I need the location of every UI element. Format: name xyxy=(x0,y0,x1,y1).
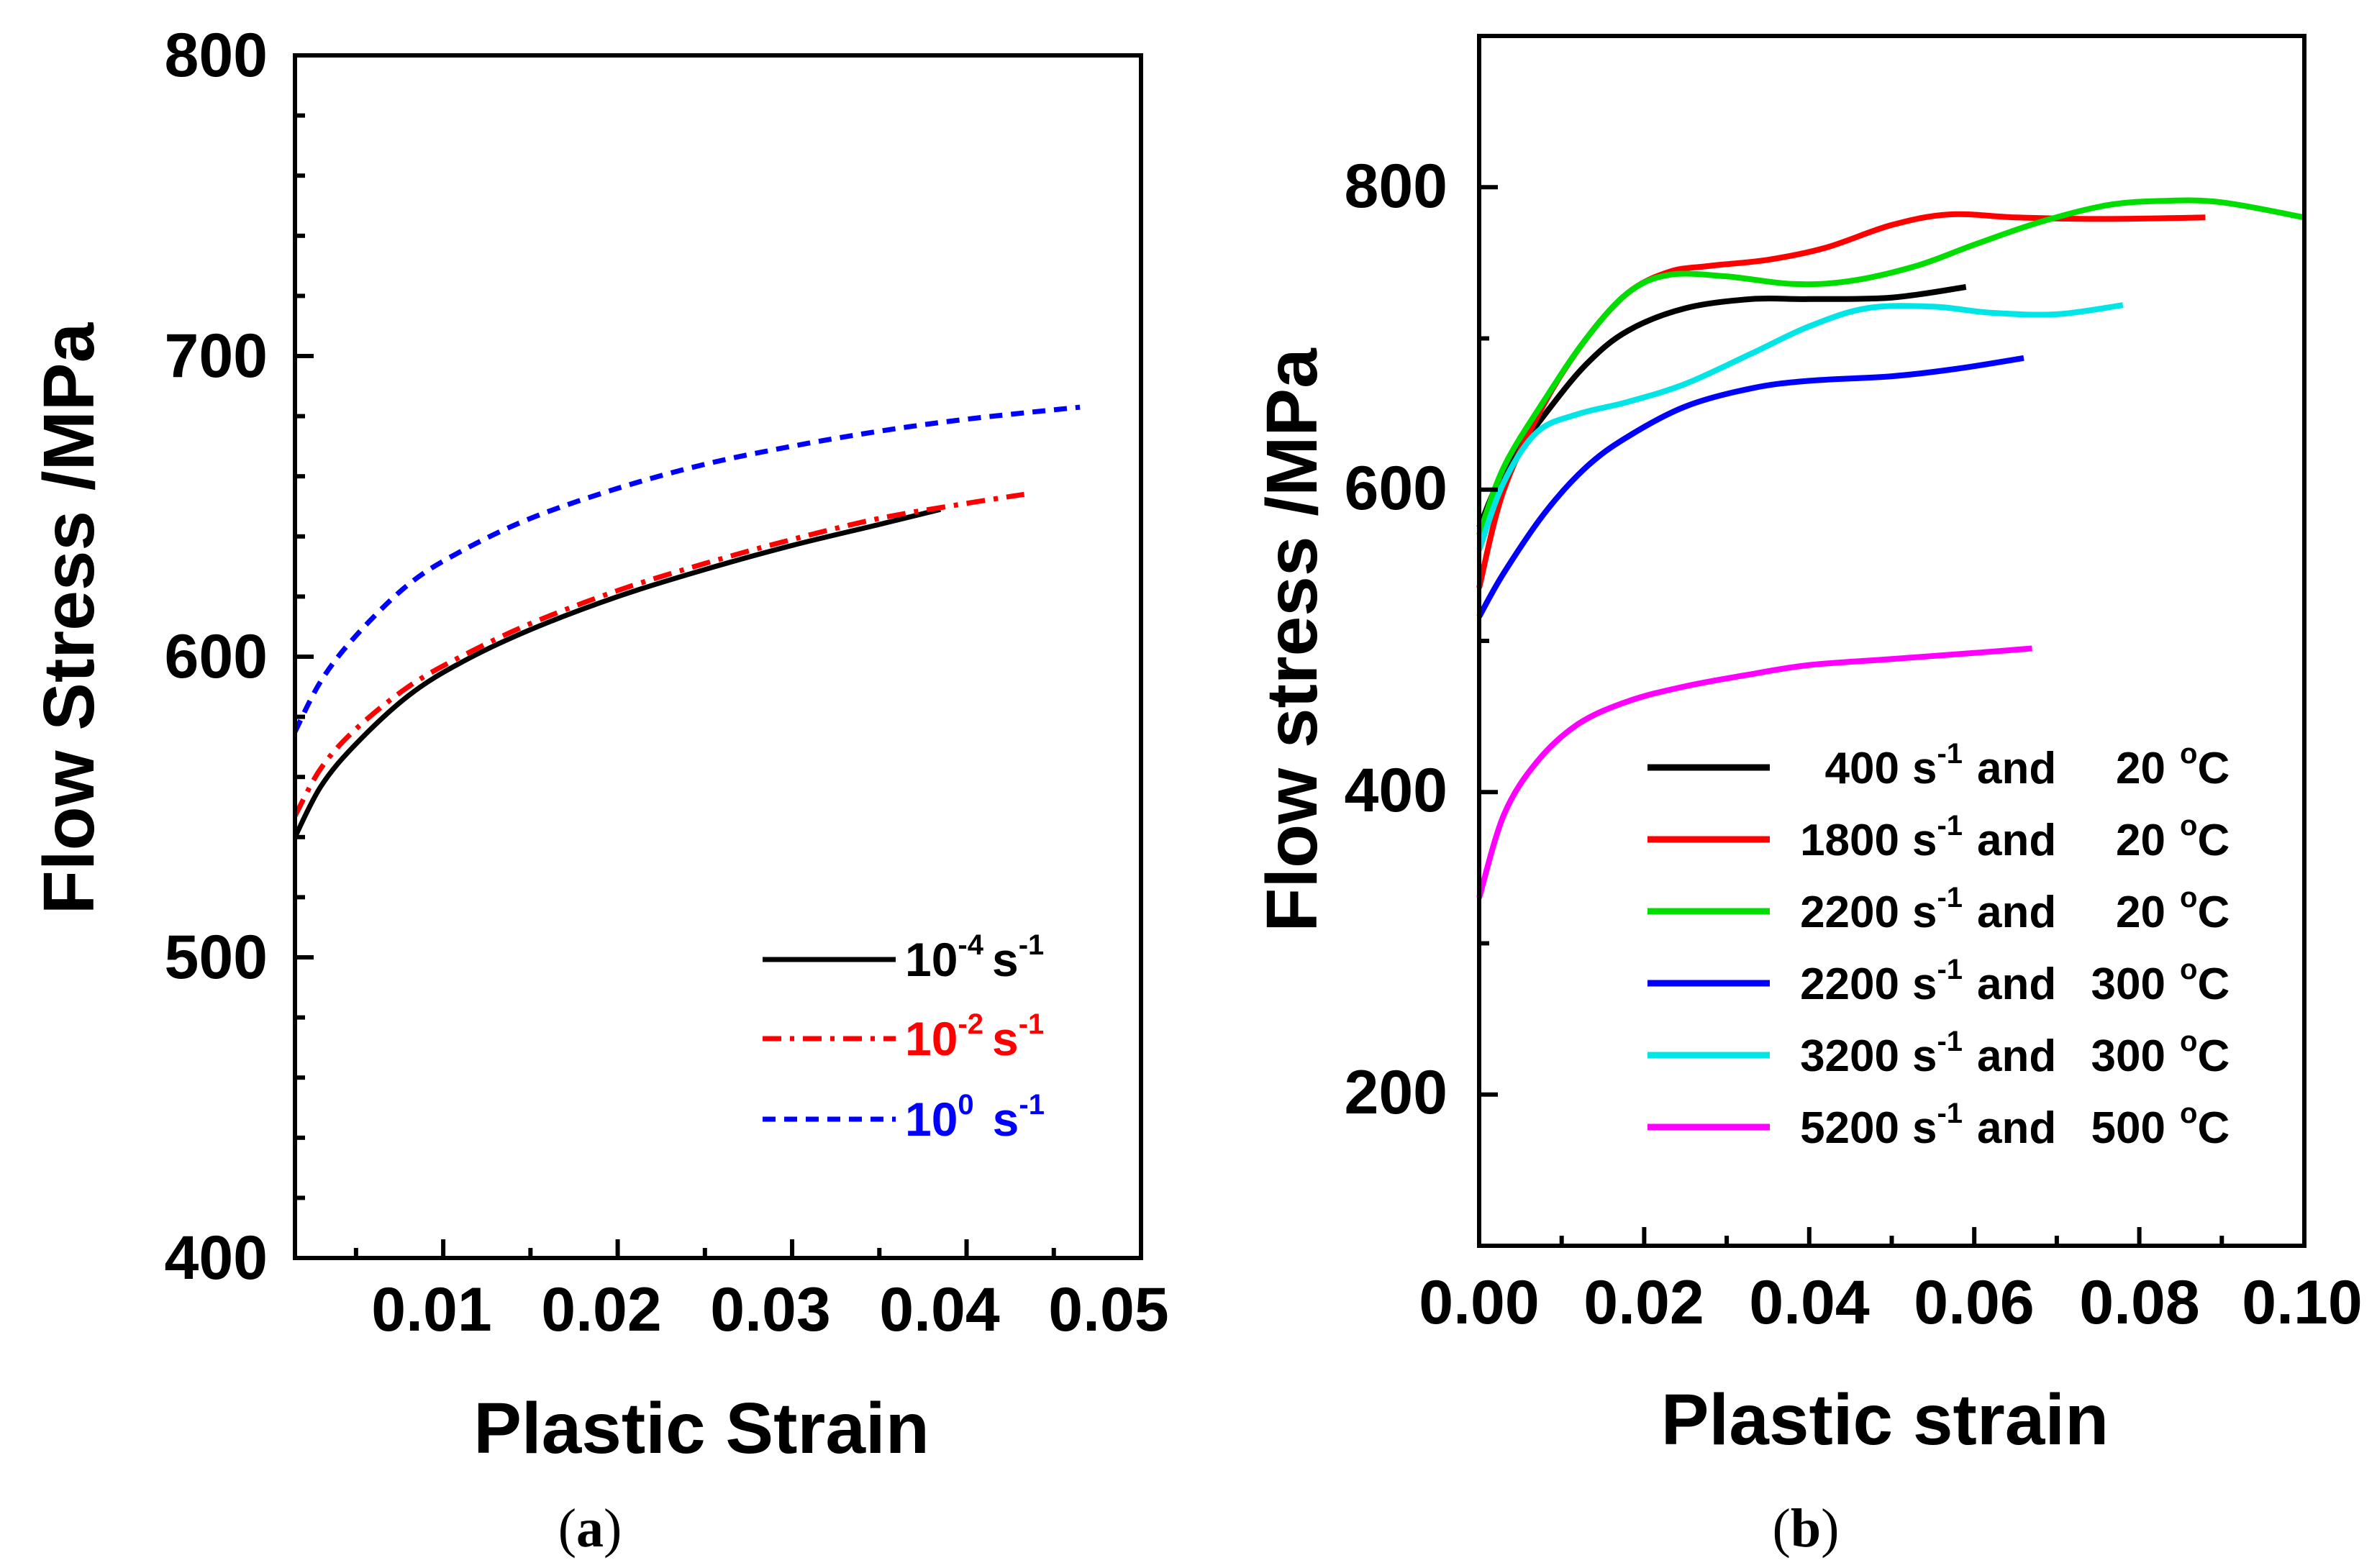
panel-b-legend: 400 s-1 and 20 oC 1800 s-1 and 20 oC 220… xyxy=(1647,738,2230,1153)
series-line-a-1 xyxy=(292,491,1025,818)
legend-label-a-2: 100 s-1 xyxy=(905,1089,1045,1146)
series-line-b-4 xyxy=(1476,302,2124,552)
panel-b-ticks xyxy=(1477,185,2306,1246)
legend-and: and xyxy=(1977,960,2056,1009)
series-line-a-0 xyxy=(292,506,942,839)
legend-label-b-3: 2200 s-1 and 300 oC xyxy=(1800,954,2230,1009)
panel-b-y-axis-title: Flow stress /MPa xyxy=(1252,347,1332,932)
panel-a-plot-frame xyxy=(293,53,1143,1260)
panel-a-x-tick-label: 0.03 xyxy=(710,1275,830,1344)
legend-and: and xyxy=(1977,744,2056,793)
legend-and: and xyxy=(1977,1103,2056,1153)
series-line-b-2 xyxy=(1476,197,2305,537)
legend-temp: 20 xyxy=(2116,888,2165,937)
legend-label-b-2: 2200 s-1 and 20 oC xyxy=(1800,882,2230,937)
panel-b-x-tick-label: 0.10 xyxy=(2242,1268,2362,1337)
series-line-a-2 xyxy=(292,404,1081,734)
panel-b-x-tick-label: 0.00 xyxy=(1419,1268,1539,1337)
legend-and: and xyxy=(1977,1031,2056,1081)
legend-rate: 3200 xyxy=(1800,1031,1899,1081)
legend-rate: 1800 xyxy=(1800,816,1899,865)
panel-b-x-tick-label: 0.04 xyxy=(1749,1268,1870,1337)
legend-temp: 20 xyxy=(2116,816,2165,865)
panel-a-x-tick-label: 0.05 xyxy=(1048,1275,1168,1344)
legend-temp-unit: oC xyxy=(2180,738,2230,793)
legend-temp: 300 xyxy=(2091,1031,2165,1081)
legend-label-a-0: 10-4 s-1 xyxy=(905,929,1044,986)
legend-label-b-0: 400 s-1 and 20 oC xyxy=(1825,738,2230,793)
panel-a-y-axis-title: Flow Stress /MPa xyxy=(29,322,109,914)
panel-a-x-tick-label: 0.02 xyxy=(541,1275,661,1344)
legend-unit: s-1 xyxy=(1912,1026,1963,1081)
legend-rate: 400 xyxy=(1825,744,1899,793)
legend-temp-unit: oC xyxy=(2180,1098,2230,1153)
panel-b-y-tick-label: 200 xyxy=(1345,1058,1448,1127)
legend-unit: s-1 xyxy=(1912,810,1963,865)
legend-temp: 300 xyxy=(2091,960,2165,1009)
legend-temp-unit: oC xyxy=(2180,1026,2230,1081)
panel-b-x-tick-labels: 0.00 0.02 0.04 0.06 0.08 0.10 xyxy=(1419,1268,2362,1337)
panel-a: 400 500 600 700 800 0.01 0.02 0.03 0.04 … xyxy=(29,21,1169,1559)
legend-unit: s-1 xyxy=(1912,738,1963,793)
legend-label-b-4: 3200 s-1 and 300 oC xyxy=(1800,1026,2230,1081)
series-line-b-0 xyxy=(1476,284,1967,529)
panel-a-x-axis-title: Plastic Strain xyxy=(473,1388,930,1469)
panel-a-x-tick-labels: 0.01 0.02 0.03 0.04 0.05 xyxy=(371,1275,1168,1344)
panel-b-y-tick-label: 600 xyxy=(1345,454,1448,523)
series-line-b-5 xyxy=(1476,645,2032,899)
legend-temp-unit: oC xyxy=(2180,954,2230,1009)
panel-a-y-tick-label: 800 xyxy=(165,21,268,90)
series-line-b-1 xyxy=(1476,211,2206,589)
legend-rate: 2200 xyxy=(1800,888,1899,937)
legend-unit: s-1 xyxy=(1912,1098,1963,1153)
legend-temp: 20 xyxy=(2116,744,2165,793)
legend-and: and xyxy=(1977,816,2056,865)
panel-b-curves xyxy=(1476,197,2305,899)
panel-b-y-tick-label: 800 xyxy=(1345,152,1448,221)
panel-a-y-tick-labels: 400 500 600 700 800 xyxy=(165,21,268,1293)
series-line-b-3 xyxy=(1476,355,2024,619)
panel-b-caption: (b) xyxy=(1773,1498,1840,1559)
panel-a-legend: 10-4 s-1 10-2 s-1 100 s-1 xyxy=(763,929,1045,1146)
panel-a-x-tick-label: 0.01 xyxy=(371,1275,491,1344)
legend-unit: s-1 xyxy=(1912,882,1963,937)
legend-temp: 500 xyxy=(2091,1103,2165,1153)
panel-b-y-tick-labels: 200 400 600 800 xyxy=(1345,152,1448,1127)
panel-b-y-tick-label: 400 xyxy=(1345,756,1448,825)
panel-a-y-tick-label: 700 xyxy=(165,322,268,391)
legend-and: and xyxy=(1977,888,2056,937)
panel-b: 200 400 600 800 0.00 0.02 0.04 0.06 0.08… xyxy=(1252,34,2363,1559)
legend-label-a-1: 10-2 s-1 xyxy=(905,1008,1044,1065)
panel-a-ticks xyxy=(295,53,1056,1260)
legend-label-b-1: 1800 s-1 and 20 oC xyxy=(1800,810,2230,865)
legend-label-b-5: 5200 s-1 and 500 oC xyxy=(1800,1098,2230,1153)
panel-a-caption: (a) xyxy=(558,1498,622,1559)
panel-b-x-tick-label: 0.02 xyxy=(1583,1268,1704,1337)
panel-a-x-tick-label: 0.04 xyxy=(879,1275,1000,1344)
legend-rate: 5200 xyxy=(1800,1103,1899,1153)
legend-rate: 2200 xyxy=(1800,960,1899,1009)
legend-unit: s-1 xyxy=(1912,954,1963,1009)
panel-a-curves xyxy=(292,404,1081,839)
panel-a-y-tick-label: 400 xyxy=(165,1223,268,1293)
panel-b-x-axis-title: Plastic strain xyxy=(1661,1380,2109,1460)
panel-a-y-tick-label: 600 xyxy=(165,622,268,691)
panel-a-y-tick-label: 500 xyxy=(165,923,268,992)
panel-b-x-tick-label: 0.08 xyxy=(2079,1268,2199,1337)
legend-temp-unit: oC xyxy=(2180,882,2230,937)
panel-b-x-tick-label: 0.06 xyxy=(1914,1268,2034,1337)
legend-temp-unit: oC xyxy=(2180,810,2230,865)
